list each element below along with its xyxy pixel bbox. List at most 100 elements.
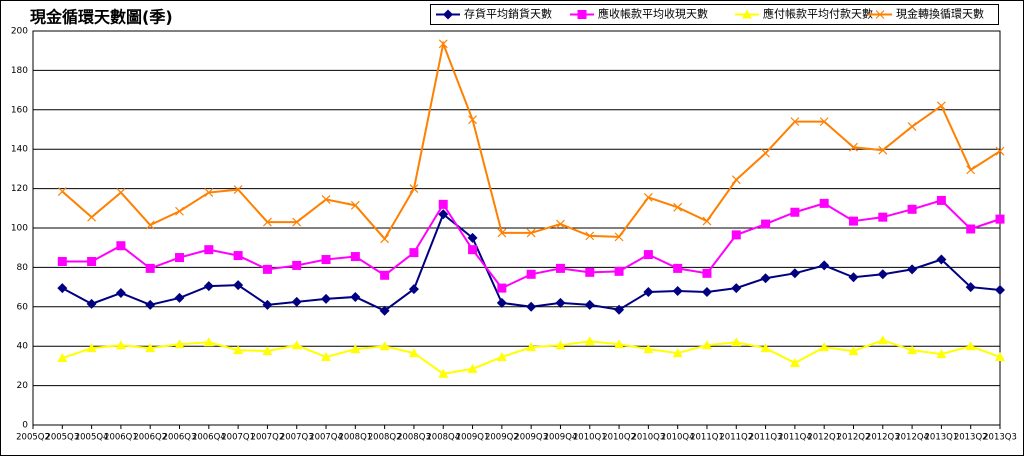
point-marker [380, 234, 390, 244]
x-tick-label: 2010Q4 [661, 433, 695, 443]
point-marker [760, 273, 771, 284]
point-marker [262, 264, 272, 274]
legend-label: 現金轉換循環天數 [896, 7, 984, 21]
legend-label: 存貨平均銷貨天數 [464, 7, 552, 21]
point-marker [497, 283, 507, 293]
y-tick-label: 20 [17, 381, 29, 391]
point-marker [585, 267, 595, 277]
point-marker [86, 298, 97, 309]
point-marker [848, 216, 858, 226]
point-marker [878, 145, 888, 155]
point-marker [555, 263, 565, 273]
point-marker [350, 291, 361, 302]
point-marker [877, 335, 888, 345]
y-tick-label: 80 [17, 263, 29, 273]
point-marker [907, 264, 918, 275]
point-marker [966, 224, 976, 234]
point-marker [115, 340, 126, 350]
point-marker [643, 344, 654, 354]
point-marker [995, 352, 1005, 362]
point-marker [408, 284, 419, 295]
point-marker [145, 299, 156, 310]
x-tick-label: 2009Q4 [544, 433, 578, 443]
point-marker [672, 348, 683, 358]
point-marker [848, 272, 859, 283]
point-marker [57, 187, 67, 196]
point-marker [233, 280, 244, 291]
point-marker [321, 195, 331, 204]
point-marker [57, 353, 68, 363]
point-marker [57, 256, 67, 266]
point-marker [878, 212, 888, 222]
x-tick-label: 2008Q4 [426, 433, 460, 443]
point-marker [936, 101, 946, 111]
point-marker [614, 232, 624, 242]
x-tick-label: 2010Q3 [631, 433, 665, 443]
point-marker [262, 346, 273, 356]
x-tick-label: 2007Q2 [251, 433, 285, 443]
y-tick-label: 60 [17, 302, 29, 312]
point-marker [233, 345, 244, 355]
point-marker [87, 212, 97, 222]
point-marker [849, 142, 858, 152]
x-tick-label: 2005Q3 [45, 433, 79, 443]
x-tick-label: 2005Q4 [75, 433, 109, 443]
x-tick-label: 2007Q3 [280, 433, 314, 443]
point-marker [468, 115, 477, 125]
legend-label: 應付帳款平均付款天數 [763, 7, 873, 21]
legend-label: 應收帳款平均收現天數 [598, 7, 708, 21]
point-marker [556, 219, 565, 229]
point-marker [702, 216, 712, 226]
point-marker [789, 268, 800, 279]
point-marker [291, 296, 302, 307]
point-marker [966, 165, 976, 175]
legend-box [430, 4, 999, 25]
point-marker [497, 228, 507, 238]
x-tick-label: 2012Q3 [866, 433, 900, 443]
point-marker [614, 266, 624, 276]
point-marker [614, 339, 625, 349]
point-marker [760, 343, 771, 353]
point-marker [819, 342, 830, 352]
point-marker [701, 340, 712, 350]
x-tick-label: 2006Q3 [163, 433, 197, 443]
x-tick-label: 2009Q1 [456, 433, 490, 443]
y-tick-label: 0 [22, 421, 28, 431]
x-tick-label: 2007Q1 [221, 433, 255, 443]
legend-marker [443, 9, 453, 20]
point-marker [643, 287, 654, 298]
point-marker [555, 340, 566, 350]
point-marker [204, 188, 214, 197]
point-marker [731, 337, 742, 347]
point-marker [789, 357, 800, 367]
point-marker [262, 217, 272, 227]
point-marker [936, 349, 947, 359]
x-tick-label: 2008Q1 [338, 433, 372, 443]
point-marker [819, 260, 830, 271]
point-marker [585, 231, 595, 241]
x-tick-label: 2012Q2 [837, 433, 871, 443]
point-marker [438, 39, 448, 49]
x-tick-label: 2011Q2 [719, 433, 753, 443]
x-tick-label: 2005Q2 [16, 433, 50, 443]
point-marker [995, 285, 1005, 296]
point-marker [145, 263, 155, 273]
point-marker [584, 299, 595, 310]
x-tick-label: 2012Q1 [807, 433, 841, 443]
point-marker [761, 219, 771, 229]
point-marker [907, 345, 918, 355]
point-marker [965, 341, 976, 351]
point-marker [350, 252, 360, 262]
point-marker [907, 204, 917, 214]
point-marker [643, 250, 653, 260]
point-marker [965, 282, 976, 293]
point-marker [380, 270, 390, 280]
x-tick-label: 2006Q2 [133, 433, 167, 443]
point-marker [877, 269, 888, 280]
point-marker [321, 255, 331, 265]
point-marker [731, 230, 741, 240]
point-marker [936, 254, 947, 265]
point-marker [350, 344, 361, 354]
point-marker [175, 253, 185, 263]
